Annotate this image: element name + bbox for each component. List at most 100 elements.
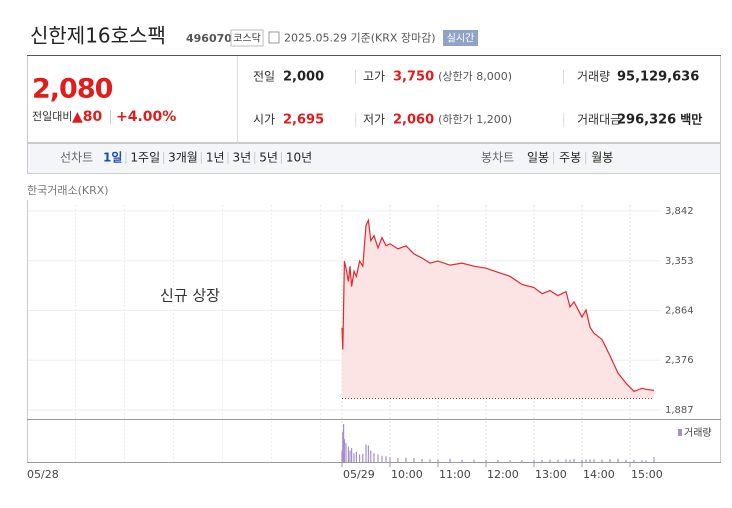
volume-bar [413, 458, 415, 462]
stat-value: 3,750 [393, 70, 434, 85]
stat-value: 2,060 [393, 113, 434, 128]
calendar-icon [268, 31, 280, 44]
volume-bar [557, 459, 559, 462]
volume-bar [377, 454, 379, 462]
volume-bar [359, 454, 361, 462]
volume-bar [449, 458, 451, 462]
stat-note: (상한가 8,000) [438, 70, 512, 83]
volume-bar [370, 450, 372, 462]
volume-bar [625, 459, 627, 462]
volume-bar [349, 450, 351, 462]
volume-bar [437, 459, 439, 462]
volume-bar [385, 456, 387, 462]
period-tab[interactable]: 3개월 [168, 151, 198, 165]
volume-bar [355, 451, 357, 462]
volume-bar [509, 460, 511, 462]
legend-label: 거래량 [684, 427, 712, 439]
volume-bar [345, 443, 347, 462]
volume-bar [633, 459, 635, 462]
stat-label: 고가 [363, 70, 385, 84]
stock-code: 496070 [186, 32, 232, 45]
volume-bar [353, 453, 355, 462]
volume-bar [342, 431, 344, 462]
y-tick-label: 1,887 [665, 405, 694, 416]
legend-swatch [678, 429, 682, 436]
market-badge [230, 29, 264, 47]
prev-day-grid [75, 205, 321, 462]
volume-bar [541, 459, 543, 462]
volume-bar [569, 459, 571, 462]
annotation: 신규 상장 [160, 287, 220, 305]
realtime-label[interactable]: 실시간 [447, 33, 475, 45]
x-tick-label: 05/29 [343, 468, 375, 481]
volume-bar [461, 459, 463, 462]
volume-bar [589, 459, 591, 462]
volume-bar [367, 445, 369, 462]
volume-bar [341, 450, 343, 462]
candle-tab[interactable]: 월봉 [591, 151, 613, 165]
period-tab[interactable]: 3년 [233, 151, 252, 165]
volume-bar [485, 459, 487, 462]
volume-bar [581, 459, 583, 462]
change-percent: +4.00% [116, 109, 176, 125]
volume-bar [389, 456, 391, 462]
stat-label: 저가 [363, 113, 385, 127]
y-tick-label: 3,353 [665, 256, 694, 267]
source-label: 한국거래소(KRX) [27, 184, 109, 197]
volume-bar [343, 424, 345, 462]
volume-bar [609, 459, 611, 462]
period-tab[interactable]: 1일 [103, 151, 122, 165]
candle-tab[interactable]: 주봉 [559, 151, 581, 165]
market-label: 코스닥 [233, 33, 261, 45]
period-tab[interactable]: 10년 [286, 151, 312, 165]
tab-bar [27, 143, 721, 174]
period-tab[interactable]: 1주일 [130, 151, 160, 165]
volume-bar [429, 459, 431, 462]
x-tick-label: 12:00 [487, 468, 519, 481]
stat-value: 2,000 [283, 70, 324, 85]
candle-tab[interactable]: 일봉 [527, 151, 549, 165]
volume-bar [397, 458, 399, 462]
stat-value: 95,129,636 [617, 70, 699, 85]
x-tick-label: 15:00 [631, 468, 663, 481]
volume-bar [645, 460, 647, 462]
volume-bar [549, 459, 551, 462]
volume-bar [641, 460, 643, 462]
x-tick-label: 05/28 [27, 468, 59, 481]
volume-bar [565, 459, 567, 462]
stat-unit: 백만 [680, 112, 702, 127]
stat-label: 거래량 [577, 70, 610, 84]
y-tick-label: 3,842 [665, 206, 694, 217]
volume-bar [617, 458, 619, 462]
tab-group-label: 봉차트 [481, 151, 514, 165]
x-tick-label: 13:00 [535, 468, 567, 481]
volume-bar [601, 459, 603, 462]
volume-bar [351, 448, 353, 462]
price-line [341, 218, 655, 393]
x-tick-label: 10:00 [391, 468, 423, 481]
volume-bar [521, 460, 523, 462]
volume-bar [473, 459, 475, 462]
volume-bar [405, 457, 407, 462]
period-tab[interactable]: 5년 [259, 151, 278, 165]
stat-note: (하한가 1,200) [438, 112, 512, 126]
volume-bar [585, 459, 587, 462]
current-price: 2,080 [32, 74, 113, 105]
realtime-badge[interactable] [443, 30, 478, 46]
area-fill [342, 220, 654, 399]
date-label: 2025.05.29 기준(KRX 장마감) [284, 32, 436, 45]
stat-value: 296,326 [617, 113, 676, 128]
volume-bar [593, 459, 595, 462]
tab-group-label: 선차트 [60, 151, 93, 165]
period-tab[interactable]: 1년 [206, 151, 225, 165]
volume-bar [343, 439, 345, 462]
y-tick-label: 2,376 [665, 355, 694, 366]
volume-bar [362, 453, 364, 462]
stat-label: 거래대금 [577, 113, 621, 127]
volume-bar [365, 444, 367, 462]
x-tick-label: 11:00 [439, 468, 471, 481]
volume-bar [573, 458, 575, 462]
stock-title: 신한제16호스팩 [30, 24, 166, 48]
